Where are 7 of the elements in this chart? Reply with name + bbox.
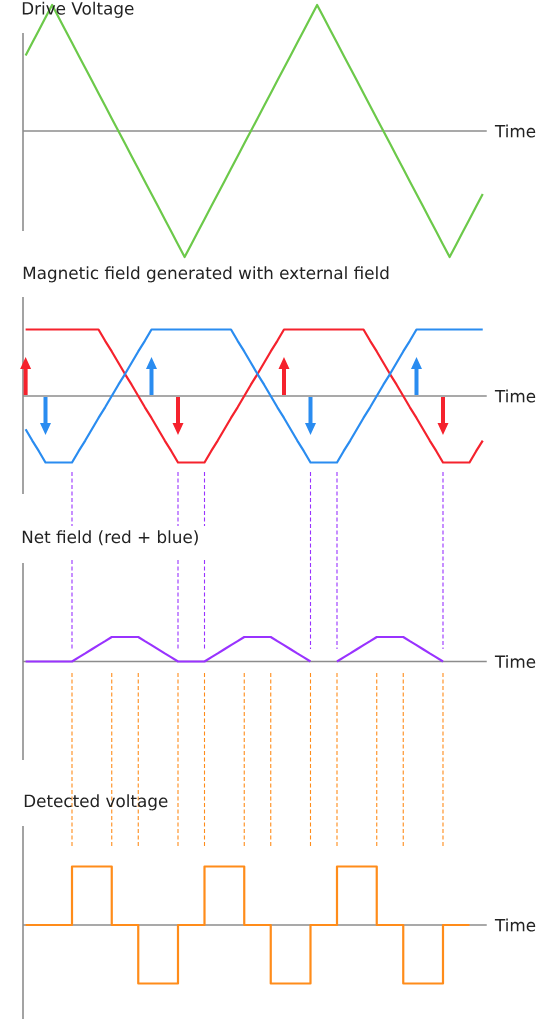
chart-title: Detected voltage: [24, 794, 168, 811]
x-axis-title: Time: [494, 918, 536, 932]
x-axis-title: Time: [494, 654, 536, 668]
x-axis-title: Time: [494, 124, 536, 138]
x-axis-title: Time: [494, 389, 536, 403]
chart-title: Magnetic field generated with external field: [23, 266, 389, 283]
chart-title: Net field (red + blue): [22, 530, 198, 546]
